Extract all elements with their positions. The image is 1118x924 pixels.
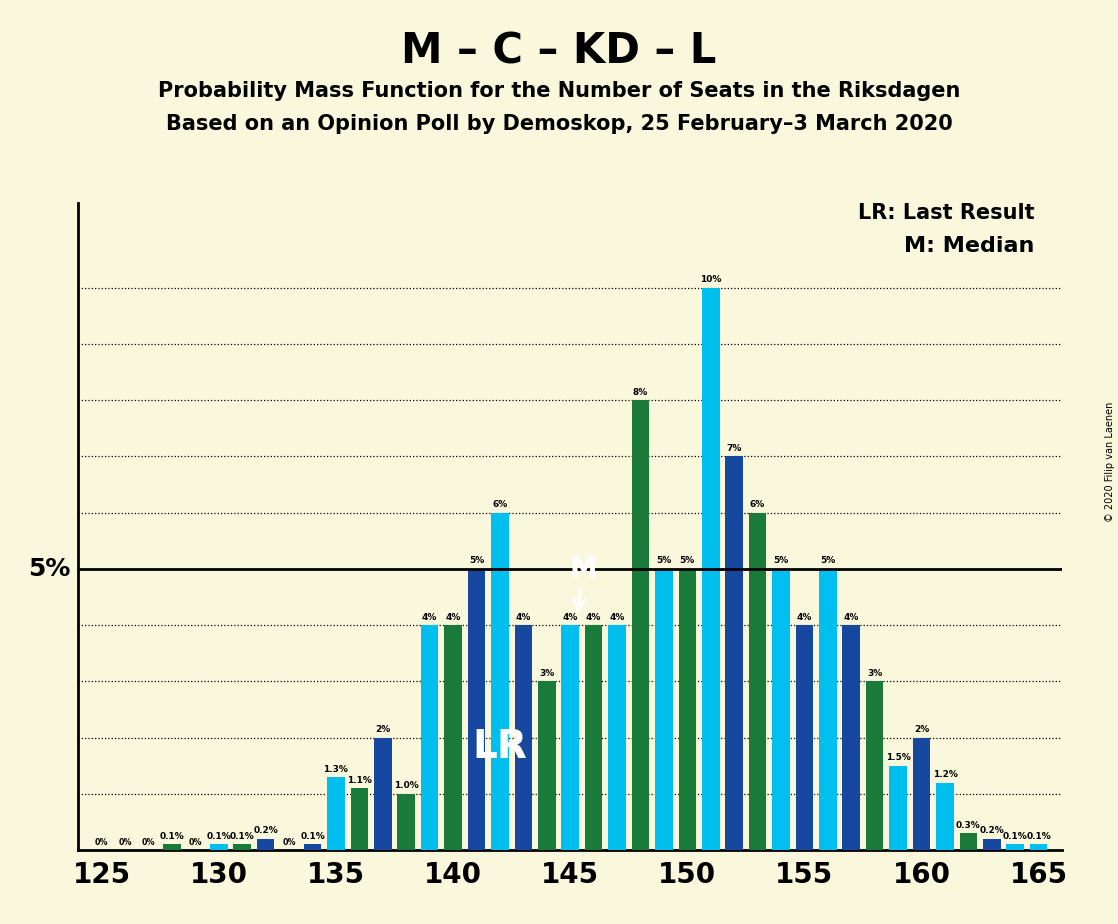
Bar (304, 845, 321, 850)
Text: 0.1%: 0.1% (1026, 833, 1051, 841)
Bar (983, 839, 1001, 850)
Text: 0.1%: 0.1% (207, 833, 231, 841)
Text: 4%: 4% (421, 613, 437, 622)
Text: 0.1%: 0.1% (1003, 833, 1027, 841)
Text: 0%: 0% (142, 838, 155, 846)
Text: 7%: 7% (727, 444, 742, 453)
Text: Probability Mass Function for the Number of Seats in the Riksdagen: Probability Mass Function for the Number… (158, 81, 960, 102)
Bar (257, 839, 274, 850)
Text: 4%: 4% (515, 613, 531, 622)
Bar (679, 569, 697, 850)
Bar (397, 794, 415, 850)
Text: 6%: 6% (492, 500, 508, 509)
Text: LR: Last Result: LR: Last Result (858, 203, 1034, 224)
Text: 2%: 2% (913, 725, 929, 735)
Text: 1.1%: 1.1% (347, 776, 372, 784)
Bar (796, 626, 813, 850)
Bar (702, 287, 720, 850)
Bar (514, 626, 532, 850)
Bar (328, 777, 344, 850)
Bar (1030, 845, 1048, 850)
Bar (819, 569, 836, 850)
Text: M: M (569, 555, 597, 611)
Text: 5%: 5% (468, 556, 484, 565)
Text: M: Median: M: Median (903, 236, 1034, 256)
Text: 2%: 2% (376, 725, 390, 735)
Text: 0.3%: 0.3% (956, 821, 980, 830)
Bar (163, 845, 181, 850)
Bar (726, 456, 743, 850)
Text: 0.1%: 0.1% (300, 833, 325, 841)
Bar (375, 737, 391, 850)
Text: 4%: 4% (586, 613, 601, 622)
Bar (538, 681, 556, 850)
Text: 6%: 6% (750, 500, 765, 509)
Text: 0%: 0% (95, 838, 108, 846)
Text: Based on an Opinion Poll by Demoskop, 25 February–3 March 2020: Based on an Opinion Poll by Demoskop, 25… (165, 114, 953, 134)
Text: 0.2%: 0.2% (979, 826, 1004, 835)
Text: 10%: 10% (700, 275, 721, 285)
Bar (467, 569, 485, 850)
Bar (491, 513, 509, 850)
Text: 4%: 4% (797, 613, 812, 622)
Bar (561, 626, 579, 850)
Text: 5%: 5% (680, 556, 695, 565)
Text: 8%: 8% (633, 388, 648, 396)
Text: 1.0%: 1.0% (394, 782, 418, 790)
Bar (444, 626, 462, 850)
Bar (912, 737, 930, 850)
Bar (585, 626, 603, 850)
Text: M – C – KD – L: M – C – KD – L (401, 30, 717, 72)
Bar (866, 681, 883, 850)
Text: 1.3%: 1.3% (323, 764, 349, 773)
Text: 0%: 0% (283, 838, 296, 846)
Text: 4%: 4% (609, 613, 625, 622)
Text: 4%: 4% (844, 613, 859, 622)
Text: 5%: 5% (656, 556, 672, 565)
Bar (889, 766, 907, 850)
Text: 0%: 0% (189, 838, 202, 846)
Bar (632, 400, 650, 850)
Bar (749, 513, 766, 850)
Bar (234, 845, 252, 850)
Bar (843, 626, 860, 850)
Bar (210, 845, 228, 850)
Text: 3%: 3% (539, 669, 555, 678)
Bar (420, 626, 438, 850)
Text: 4%: 4% (445, 613, 461, 622)
Bar (959, 833, 977, 850)
Text: 0.1%: 0.1% (230, 833, 255, 841)
Bar (351, 788, 368, 850)
Bar (936, 783, 954, 850)
Text: 0%: 0% (119, 838, 132, 846)
Text: 3%: 3% (868, 669, 882, 678)
Text: 5%: 5% (821, 556, 835, 565)
Text: 0.1%: 0.1% (160, 833, 184, 841)
Bar (1006, 845, 1024, 850)
Text: 5%: 5% (774, 556, 788, 565)
Bar (608, 626, 626, 850)
Text: LR: LR (473, 728, 528, 766)
Bar (655, 569, 673, 850)
Text: © 2020 Filip van Laenen: © 2020 Filip van Laenen (1105, 402, 1115, 522)
Text: 5%: 5% (28, 557, 70, 581)
Bar (773, 569, 789, 850)
Text: 0.2%: 0.2% (254, 826, 278, 835)
Text: 1.2%: 1.2% (932, 771, 957, 779)
Text: 1.5%: 1.5% (885, 753, 910, 762)
Text: 4%: 4% (562, 613, 578, 622)
